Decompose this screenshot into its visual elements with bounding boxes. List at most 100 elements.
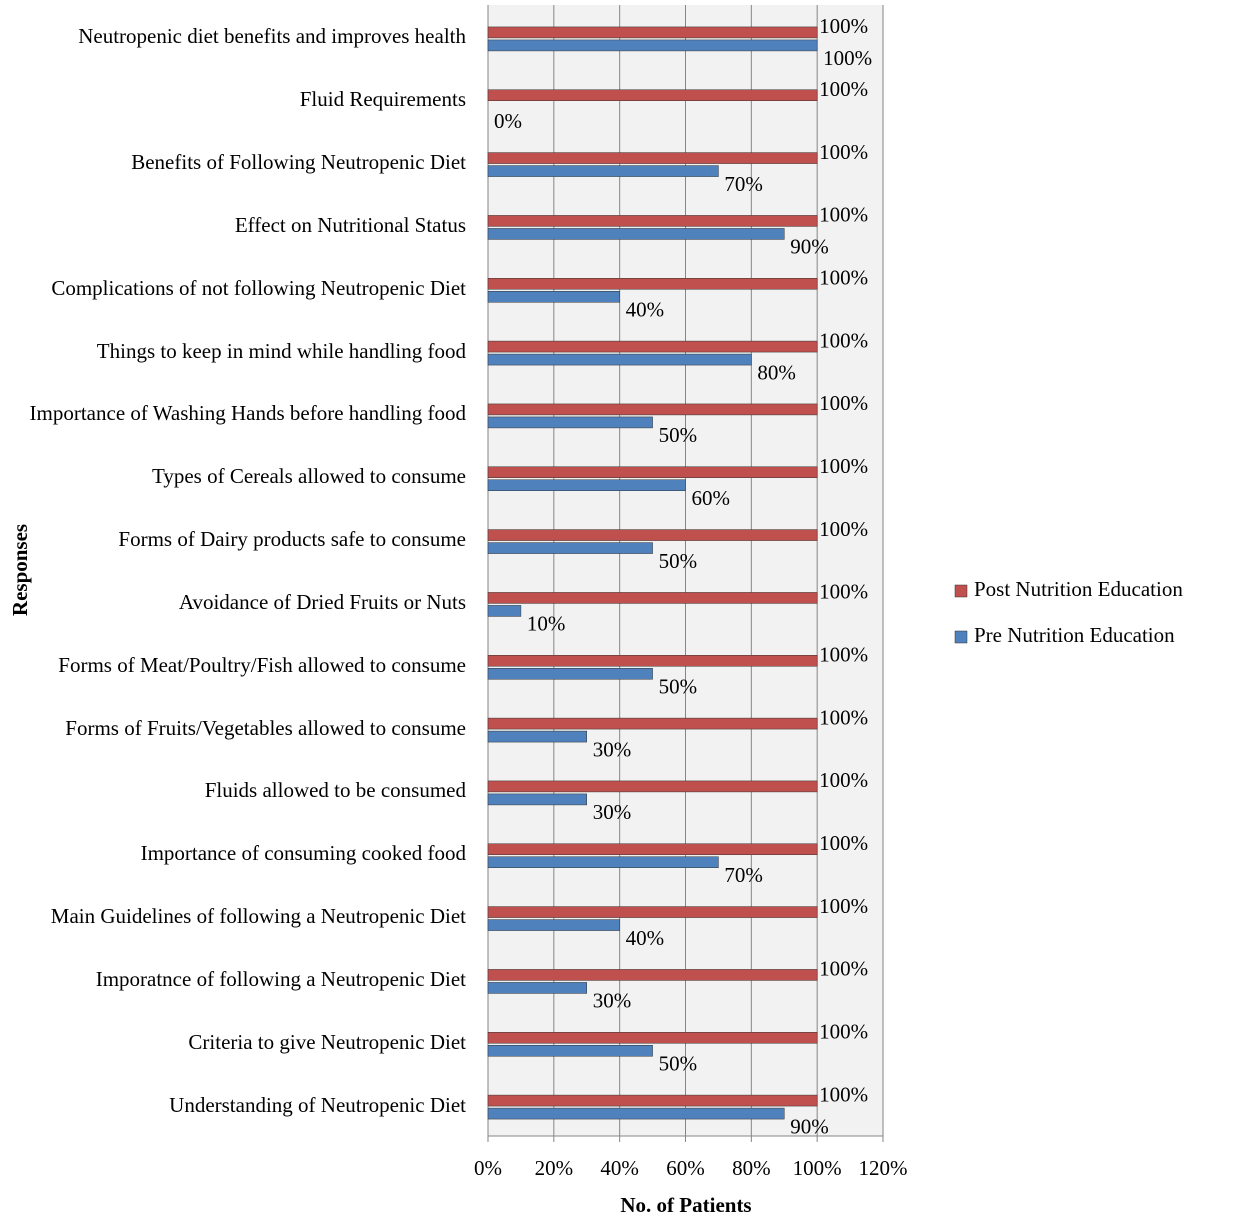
bar bbox=[487, 340, 818, 353]
y-tick-text: Understanding of Neutropenic Diet bbox=[169, 1092, 466, 1117]
bar bbox=[487, 353, 752, 366]
bar bbox=[487, 228, 785, 240]
bar bbox=[487, 403, 818, 416]
value-label: 100% bbox=[819, 391, 868, 415]
legend-swatch bbox=[954, 630, 968, 644]
y-tick-label: Neutropenic diet benefits and improves h… bbox=[20, 5, 466, 68]
value-label: 40% bbox=[626, 926, 665, 950]
value-label: 100% bbox=[819, 266, 868, 290]
y-axis-title: Responses bbox=[8, 524, 32, 616]
y-tick-label: Effect on Nutritional Status bbox=[20, 194, 466, 257]
bar bbox=[487, 969, 818, 981]
value-label: 100% bbox=[819, 203, 868, 227]
y-tick-label: Things to keep in mind while handling fo… bbox=[20, 319, 466, 382]
y-tick-label: Forms of Dairy products safe to consume bbox=[20, 508, 466, 571]
value-label: 50% bbox=[659, 1052, 698, 1076]
y-tick-label: Importance of consuming cooked food bbox=[20, 822, 466, 885]
y-tick-label: Forms of Fruits/Vegetables allowed to co… bbox=[20, 696, 466, 759]
bar bbox=[487, 466, 818, 478]
legend-swatch bbox=[954, 584, 968, 598]
bar bbox=[487, 39, 818, 52]
y-tick-label: Avoidance of Dried Fruits or Nuts bbox=[20, 571, 466, 634]
value-label: 0% bbox=[494, 109, 522, 133]
y-tick-text: Main Guidelines of following a Neutropen… bbox=[50, 904, 466, 929]
value-label: 90% bbox=[790, 235, 829, 259]
bar bbox=[487, 605, 522, 617]
y-tick-text: Things to keep in mind while handling fo… bbox=[96, 338, 466, 363]
value-label: 100% bbox=[819, 454, 868, 478]
bar bbox=[487, 152, 818, 164]
bar bbox=[487, 416, 653, 429]
value-label: 30% bbox=[593, 800, 632, 824]
value-label: 100% bbox=[819, 643, 868, 667]
y-tick-text: Benefits of Following Neutropenic Diet bbox=[131, 150, 466, 175]
x-tick-label: 120% bbox=[859, 1156, 908, 1180]
value-label: 30% bbox=[593, 737, 632, 761]
bar bbox=[487, 668, 653, 680]
value-label: 100% bbox=[819, 14, 868, 38]
x-tick-label: 60% bbox=[666, 1156, 705, 1180]
value-label: 100% bbox=[819, 328, 868, 352]
y-tick-label: Understanding of Neutropenic Diet bbox=[20, 1073, 466, 1136]
value-label: 90% bbox=[790, 1114, 829, 1138]
value-label: 100% bbox=[819, 705, 868, 729]
bar bbox=[487, 278, 818, 290]
bar bbox=[487, 1107, 785, 1120]
bar bbox=[487, 479, 686, 491]
y-tick-label: Benefits of Following Neutropenic Diet bbox=[20, 131, 466, 194]
y-tick-text: Forms of Fruits/Vegetables allowed to co… bbox=[65, 715, 466, 740]
bar bbox=[487, 291, 620, 303]
bar bbox=[487, 1032, 818, 1044]
value-label: 10% bbox=[527, 612, 566, 636]
bar bbox=[487, 780, 818, 793]
y-tick-label: Types of Cereals allowed to consume bbox=[20, 445, 466, 508]
y-tick-text: Effect on Nutritional Status bbox=[234, 212, 466, 237]
value-label: 100% bbox=[823, 46, 872, 70]
bar bbox=[487, 1045, 653, 1057]
y-tick-label: Fluids allowed to be consumed bbox=[20, 759, 466, 822]
y-tick-label: Importance of Washing Hands before handl… bbox=[20, 382, 466, 445]
value-label: 70% bbox=[724, 172, 763, 196]
bar bbox=[487, 856, 719, 868]
bar bbox=[487, 730, 587, 743]
y-tick-text: Avoidance of Dried Fruits or Nuts bbox=[178, 589, 466, 614]
bar bbox=[487, 919, 620, 931]
value-label: 100% bbox=[819, 957, 868, 981]
y-tick-text: Imporatnce of following a Neutropenic Di… bbox=[95, 966, 466, 991]
bar bbox=[487, 542, 653, 554]
y-tick-label: Imporatnce of following a Neutropenic Di… bbox=[20, 948, 466, 1011]
value-label: 100% bbox=[819, 77, 868, 101]
x-tick-label: 20% bbox=[535, 1156, 574, 1180]
bar bbox=[487, 89, 818, 101]
value-label: 100% bbox=[819, 768, 868, 792]
y-tick-label: Forms of Meat/Poultry/Fish allowed to co… bbox=[20, 633, 466, 696]
y-tick-text: Fluids allowed to be consumed bbox=[204, 778, 466, 803]
value-label: 100% bbox=[819, 831, 868, 855]
value-label: 40% bbox=[626, 298, 665, 322]
value-label: 100% bbox=[819, 140, 868, 164]
y-tick-text: Forms of Dairy products safe to consume bbox=[118, 527, 466, 552]
bar bbox=[487, 165, 719, 177]
bar bbox=[487, 793, 587, 806]
y-tick-text: Criteria to give Neutropenic Diet bbox=[188, 1029, 466, 1054]
value-label: 50% bbox=[659, 423, 698, 447]
legend-label: Pre Nutrition Education bbox=[974, 623, 1175, 647]
x-tick-label: 80% bbox=[732, 1156, 771, 1180]
value-label: 100% bbox=[819, 1082, 868, 1106]
value-label: 50% bbox=[659, 675, 698, 699]
bar bbox=[487, 906, 818, 918]
value-label: 60% bbox=[692, 486, 731, 510]
x-tick-label: 0% bbox=[474, 1156, 502, 1180]
y-tick-label: Complications of not following Neutropen… bbox=[20, 256, 466, 319]
value-label: 100% bbox=[819, 1020, 868, 1044]
x-axis-title: No. of Patients bbox=[620, 1193, 751, 1217]
y-tick-text: Fluid Requirements bbox=[299, 87, 466, 112]
y-tick-text: Forms of Meat/Poultry/Fish allowed to co… bbox=[58, 652, 466, 677]
y-tick-text: Types of Cereals allowed to consume bbox=[151, 464, 466, 489]
y-tick-label: Main Guidelines of following a Neutropen… bbox=[20, 885, 466, 948]
bar bbox=[487, 215, 818, 227]
y-tick-text: Neutropenic diet benefits and improves h… bbox=[78, 24, 466, 49]
x-tick-label: 100% bbox=[793, 1156, 842, 1180]
